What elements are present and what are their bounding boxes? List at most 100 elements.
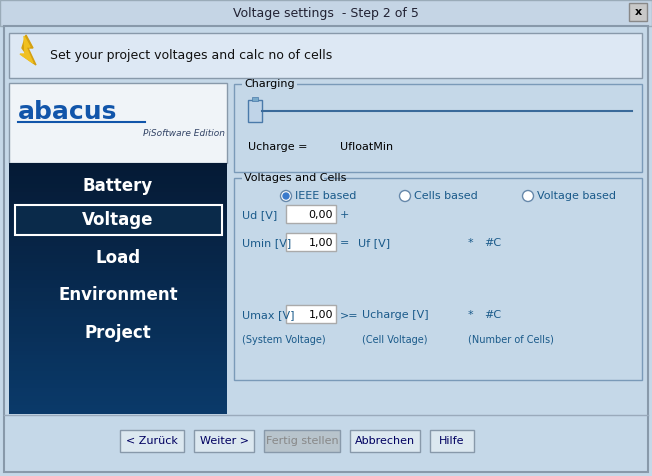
Text: Load: Load — [95, 249, 141, 267]
Text: Battery: Battery — [83, 177, 153, 195]
Text: Environment: Environment — [58, 286, 178, 304]
Bar — [9, 238, 227, 243]
Bar — [9, 342, 227, 347]
Polygon shape — [22, 35, 36, 65]
Bar — [9, 192, 227, 198]
Bar — [9, 388, 227, 393]
Text: 1,00: 1,00 — [308, 310, 333, 320]
Bar — [9, 334, 227, 339]
Text: Ud [V]: Ud [V] — [242, 210, 277, 220]
Bar — [286, 233, 336, 251]
Bar — [9, 313, 227, 318]
Bar — [9, 255, 227, 260]
Text: Ucharge =: Ucharge = — [248, 142, 308, 152]
Bar — [9, 205, 227, 210]
Bar — [9, 259, 227, 264]
Text: 1,00: 1,00 — [308, 238, 333, 248]
Bar — [0, 0, 652, 26]
Bar — [9, 350, 227, 356]
Text: Hilfe: Hilfe — [439, 436, 465, 446]
Bar — [9, 196, 227, 201]
Bar — [120, 430, 184, 452]
Bar — [9, 359, 227, 364]
Bar — [248, 100, 262, 122]
Text: 0,00: 0,00 — [308, 210, 333, 220]
Text: UfloatMin: UfloatMin — [340, 142, 393, 152]
Bar — [9, 292, 227, 298]
Text: Uf [V]: Uf [V] — [358, 238, 390, 248]
Bar — [350, 430, 420, 452]
Text: Abbrechen: Abbrechen — [355, 436, 415, 446]
Bar — [234, 84, 642, 172]
Bar — [9, 355, 227, 360]
Text: *: * — [468, 310, 473, 320]
Text: Umax [V]: Umax [V] — [242, 310, 295, 320]
Bar — [9, 167, 227, 172]
Bar — [9, 234, 227, 239]
Text: Voltages and Cells: Voltages and Cells — [244, 173, 346, 183]
Bar — [9, 263, 227, 268]
Bar — [9, 242, 227, 248]
Bar — [9, 309, 227, 314]
Bar — [9, 317, 227, 322]
Bar — [9, 284, 227, 289]
Bar — [234, 178, 642, 380]
Bar — [9, 213, 227, 218]
Bar — [9, 271, 227, 277]
Bar — [9, 288, 227, 293]
Bar — [9, 83, 227, 163]
Bar — [9, 405, 227, 410]
Text: Charging: Charging — [244, 79, 295, 89]
Bar — [9, 209, 227, 214]
Bar — [9, 321, 227, 327]
Text: IEEE based: IEEE based — [295, 191, 357, 201]
Text: #C: #C — [484, 238, 501, 248]
Bar — [9, 400, 227, 406]
Bar — [9, 267, 227, 272]
Text: Voltage settings  - Step 2 of 5: Voltage settings - Step 2 of 5 — [233, 7, 419, 20]
Bar — [430, 430, 474, 452]
Bar — [9, 376, 227, 381]
Bar — [9, 247, 227, 251]
Bar — [9, 221, 227, 227]
Bar — [9, 326, 227, 331]
Bar — [194, 430, 254, 452]
Bar — [9, 380, 227, 385]
Text: (System Voltage): (System Voltage) — [242, 335, 325, 345]
Text: Fertig stellen: Fertig stellen — [265, 436, 338, 446]
Bar — [9, 330, 227, 335]
Bar — [286, 305, 336, 323]
Text: (Number of Cells): (Number of Cells) — [468, 335, 554, 345]
Circle shape — [400, 190, 411, 201]
Text: x: x — [634, 7, 642, 17]
Text: Voltage based: Voltage based — [537, 191, 616, 201]
Circle shape — [522, 190, 533, 201]
Text: Weiter >: Weiter > — [200, 436, 248, 446]
Text: Ucharge [V]: Ucharge [V] — [362, 310, 428, 320]
Bar — [9, 397, 227, 401]
Text: >=: >= — [340, 310, 359, 320]
Bar — [9, 188, 227, 193]
Bar — [9, 384, 227, 389]
Bar — [15, 205, 222, 235]
Bar — [9, 179, 227, 185]
Bar — [9, 229, 227, 235]
Bar — [9, 33, 642, 78]
Bar — [9, 163, 227, 168]
Text: (Cell Voltage): (Cell Voltage) — [362, 335, 428, 345]
Bar — [9, 392, 227, 397]
Bar — [9, 176, 227, 181]
Text: abacus: abacus — [18, 100, 117, 124]
Bar — [9, 300, 227, 306]
Bar — [9, 371, 227, 377]
Bar — [9, 347, 227, 351]
Text: Umin [V]: Umin [V] — [242, 238, 291, 248]
Polygon shape — [20, 36, 33, 63]
Text: < Zurück: < Zurück — [126, 436, 178, 446]
Circle shape — [283, 193, 289, 199]
Bar — [9, 171, 227, 177]
Circle shape — [280, 190, 291, 201]
Bar — [9, 297, 227, 301]
Bar — [252, 97, 258, 101]
Bar — [9, 409, 227, 414]
